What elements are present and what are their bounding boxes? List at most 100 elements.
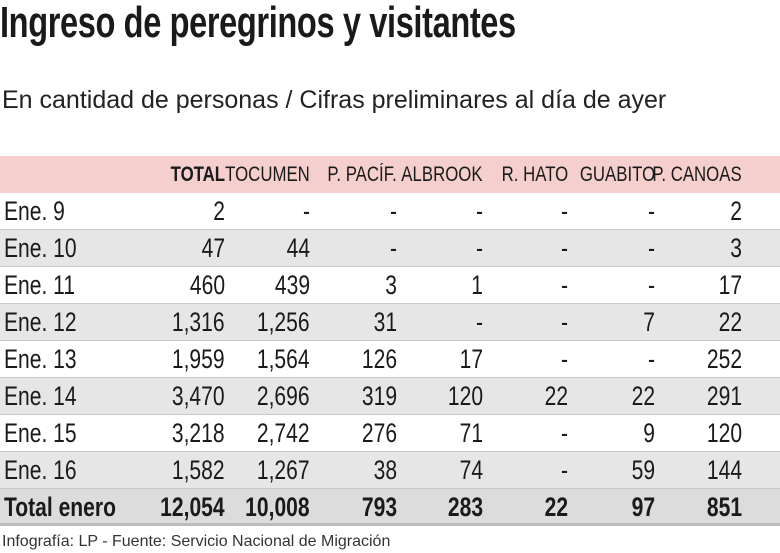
table-cell: - bbox=[474, 230, 483, 267]
cell-text: - bbox=[560, 270, 568, 300]
table-cell: 851 bbox=[697, 489, 742, 526]
cell-text: 1 bbox=[471, 270, 483, 300]
row-label: Ene. 15 bbox=[4, 415, 97, 452]
table-cell: 9 bbox=[640, 415, 655, 452]
cell-text: 2,696 bbox=[257, 381, 310, 411]
table-row: Ene. 14 3,470 2,696 319 120 22 22 291 bbox=[0, 378, 780, 415]
cell-text: 276 bbox=[361, 418, 397, 448]
table-cell: - bbox=[388, 193, 397, 230]
cell-text: 1,564 bbox=[257, 344, 310, 374]
table-cell: 22 bbox=[538, 489, 568, 526]
table-cell: 144 bbox=[697, 452, 742, 489]
cell-text: Ene. 14 bbox=[4, 381, 77, 411]
table-row: Ene. 11 460 439 3 1 - - 17 bbox=[0, 267, 780, 304]
table-cell: - bbox=[646, 341, 655, 378]
cell-text: 38 bbox=[373, 455, 397, 485]
cell-text: GUABITO bbox=[579, 163, 655, 186]
cell-text: 319 bbox=[361, 381, 397, 411]
table-cell: 439 bbox=[265, 267, 310, 304]
cell-text: 17 bbox=[459, 344, 483, 374]
table-cell: - bbox=[388, 230, 397, 267]
table-cell: 1,267 bbox=[242, 452, 310, 489]
cell-text: - bbox=[560, 418, 568, 448]
table-cell: R. HATO bbox=[485, 156, 568, 193]
table-cell: 1,564 bbox=[242, 341, 310, 378]
table-row: Ene. 10 47 44 - - - - 3 bbox=[0, 230, 780, 267]
table-cell: 10,008 bbox=[227, 489, 310, 526]
cell-text: 59 bbox=[631, 455, 655, 485]
table-cell: - bbox=[559, 304, 568, 341]
cell-text: 47 bbox=[201, 233, 225, 263]
cell-text: Ene. 12 bbox=[4, 307, 77, 337]
table-cell: - bbox=[559, 193, 568, 230]
table-cell: 7 bbox=[640, 304, 655, 341]
table-cell: GUABITO bbox=[561, 156, 655, 193]
cell-text: - bbox=[647, 270, 655, 300]
table-cell: - bbox=[646, 193, 655, 230]
table-cell: 120 bbox=[697, 415, 742, 452]
cell-text: 7 bbox=[643, 307, 655, 337]
source-footer: Infografía: LP - Fuente: Servicio Nacion… bbox=[2, 533, 391, 550]
table-row: Ene. 13 1,959 1,564 126 17 - - 252 bbox=[0, 341, 780, 378]
table-cell: P. CANOAS bbox=[630, 156, 742, 193]
table-cell: 283 bbox=[438, 489, 483, 526]
cell-text: 439 bbox=[274, 270, 310, 300]
cell-text: 793 bbox=[361, 492, 397, 522]
cell-text: Ene. 15 bbox=[4, 418, 77, 448]
row-label: Ene. 14 bbox=[4, 378, 97, 415]
table-cell: 252 bbox=[697, 341, 742, 378]
table-cell: 71 bbox=[453, 415, 483, 452]
cell-text: 9 bbox=[643, 418, 655, 448]
cell-text: 10,008 bbox=[245, 492, 310, 522]
cell-text: 144 bbox=[706, 455, 742, 485]
cell-text: 291 bbox=[706, 381, 742, 411]
cell-text: 22 bbox=[544, 381, 568, 411]
cell-text: - bbox=[560, 307, 568, 337]
table-cell: 3 bbox=[727, 230, 742, 267]
table-cell: 17 bbox=[712, 267, 742, 304]
cell-text: P. CANOAS bbox=[652, 163, 742, 186]
cell-text: 1,316 bbox=[172, 307, 225, 337]
table-cell: 97 bbox=[625, 489, 655, 526]
table-cell: - bbox=[559, 415, 568, 452]
table-cell: 1 bbox=[468, 267, 483, 304]
cell-text: 3,218 bbox=[172, 418, 225, 448]
table-cell: - bbox=[559, 341, 568, 378]
table-cell: 2,742 bbox=[242, 415, 310, 452]
subtitle: En cantidad de personas / Cifras prelimi… bbox=[2, 86, 667, 114]
table-row: Ene. 9 2 - - - - - 2 bbox=[0, 193, 780, 230]
page-title: Ingreso de peregrinos y visitantes bbox=[0, 0, 516, 47]
table-cell: 793 bbox=[352, 489, 397, 526]
cell-text: - bbox=[389, 233, 397, 263]
cell-text: Ene. 13 bbox=[4, 344, 77, 374]
table-cell: - bbox=[474, 193, 483, 230]
cell-text: - bbox=[475, 196, 483, 226]
cell-text: - bbox=[560, 233, 568, 263]
row-label: Ene. 13 bbox=[4, 341, 97, 378]
cell-text: 1,267 bbox=[257, 455, 310, 485]
table-row: Ene. 12 1,316 1,256 31 - - 7 22 bbox=[0, 304, 780, 341]
cell-text: - bbox=[475, 233, 483, 263]
cell-text: 2,742 bbox=[257, 418, 310, 448]
cell-text: 2 bbox=[213, 196, 225, 226]
table-cell: - bbox=[559, 452, 568, 489]
table-header: TOTAL TOCUMEN P. PACÍF. ALBROOK R. HATO GUABI… bbox=[0, 156, 780, 193]
table-cell: 3,470 bbox=[157, 378, 225, 415]
cell-text: 283 bbox=[447, 492, 483, 522]
cell-text: 1,256 bbox=[257, 307, 310, 337]
cell-text: 851 bbox=[706, 492, 742, 522]
cell-text: 120 bbox=[706, 418, 742, 448]
table-cell: 1,316 bbox=[157, 304, 225, 341]
table-cell: 3,218 bbox=[157, 415, 225, 452]
cell-text: Ene. 11 bbox=[4, 270, 76, 300]
table-row: Ene. 16 1,582 1,267 38 74 - 59 144 bbox=[0, 452, 780, 489]
table-cell: 319 bbox=[352, 378, 397, 415]
cell-text: - bbox=[647, 344, 655, 374]
table-cell: 12,054 bbox=[142, 489, 225, 526]
cell-text: Ene. 10 bbox=[4, 233, 77, 263]
table-cell: - bbox=[559, 230, 568, 267]
table-cell: - bbox=[474, 304, 483, 341]
cell-text: 2 bbox=[730, 196, 742, 226]
table-cell: TOTAL bbox=[157, 156, 225, 193]
table-cell: 291 bbox=[697, 378, 742, 415]
